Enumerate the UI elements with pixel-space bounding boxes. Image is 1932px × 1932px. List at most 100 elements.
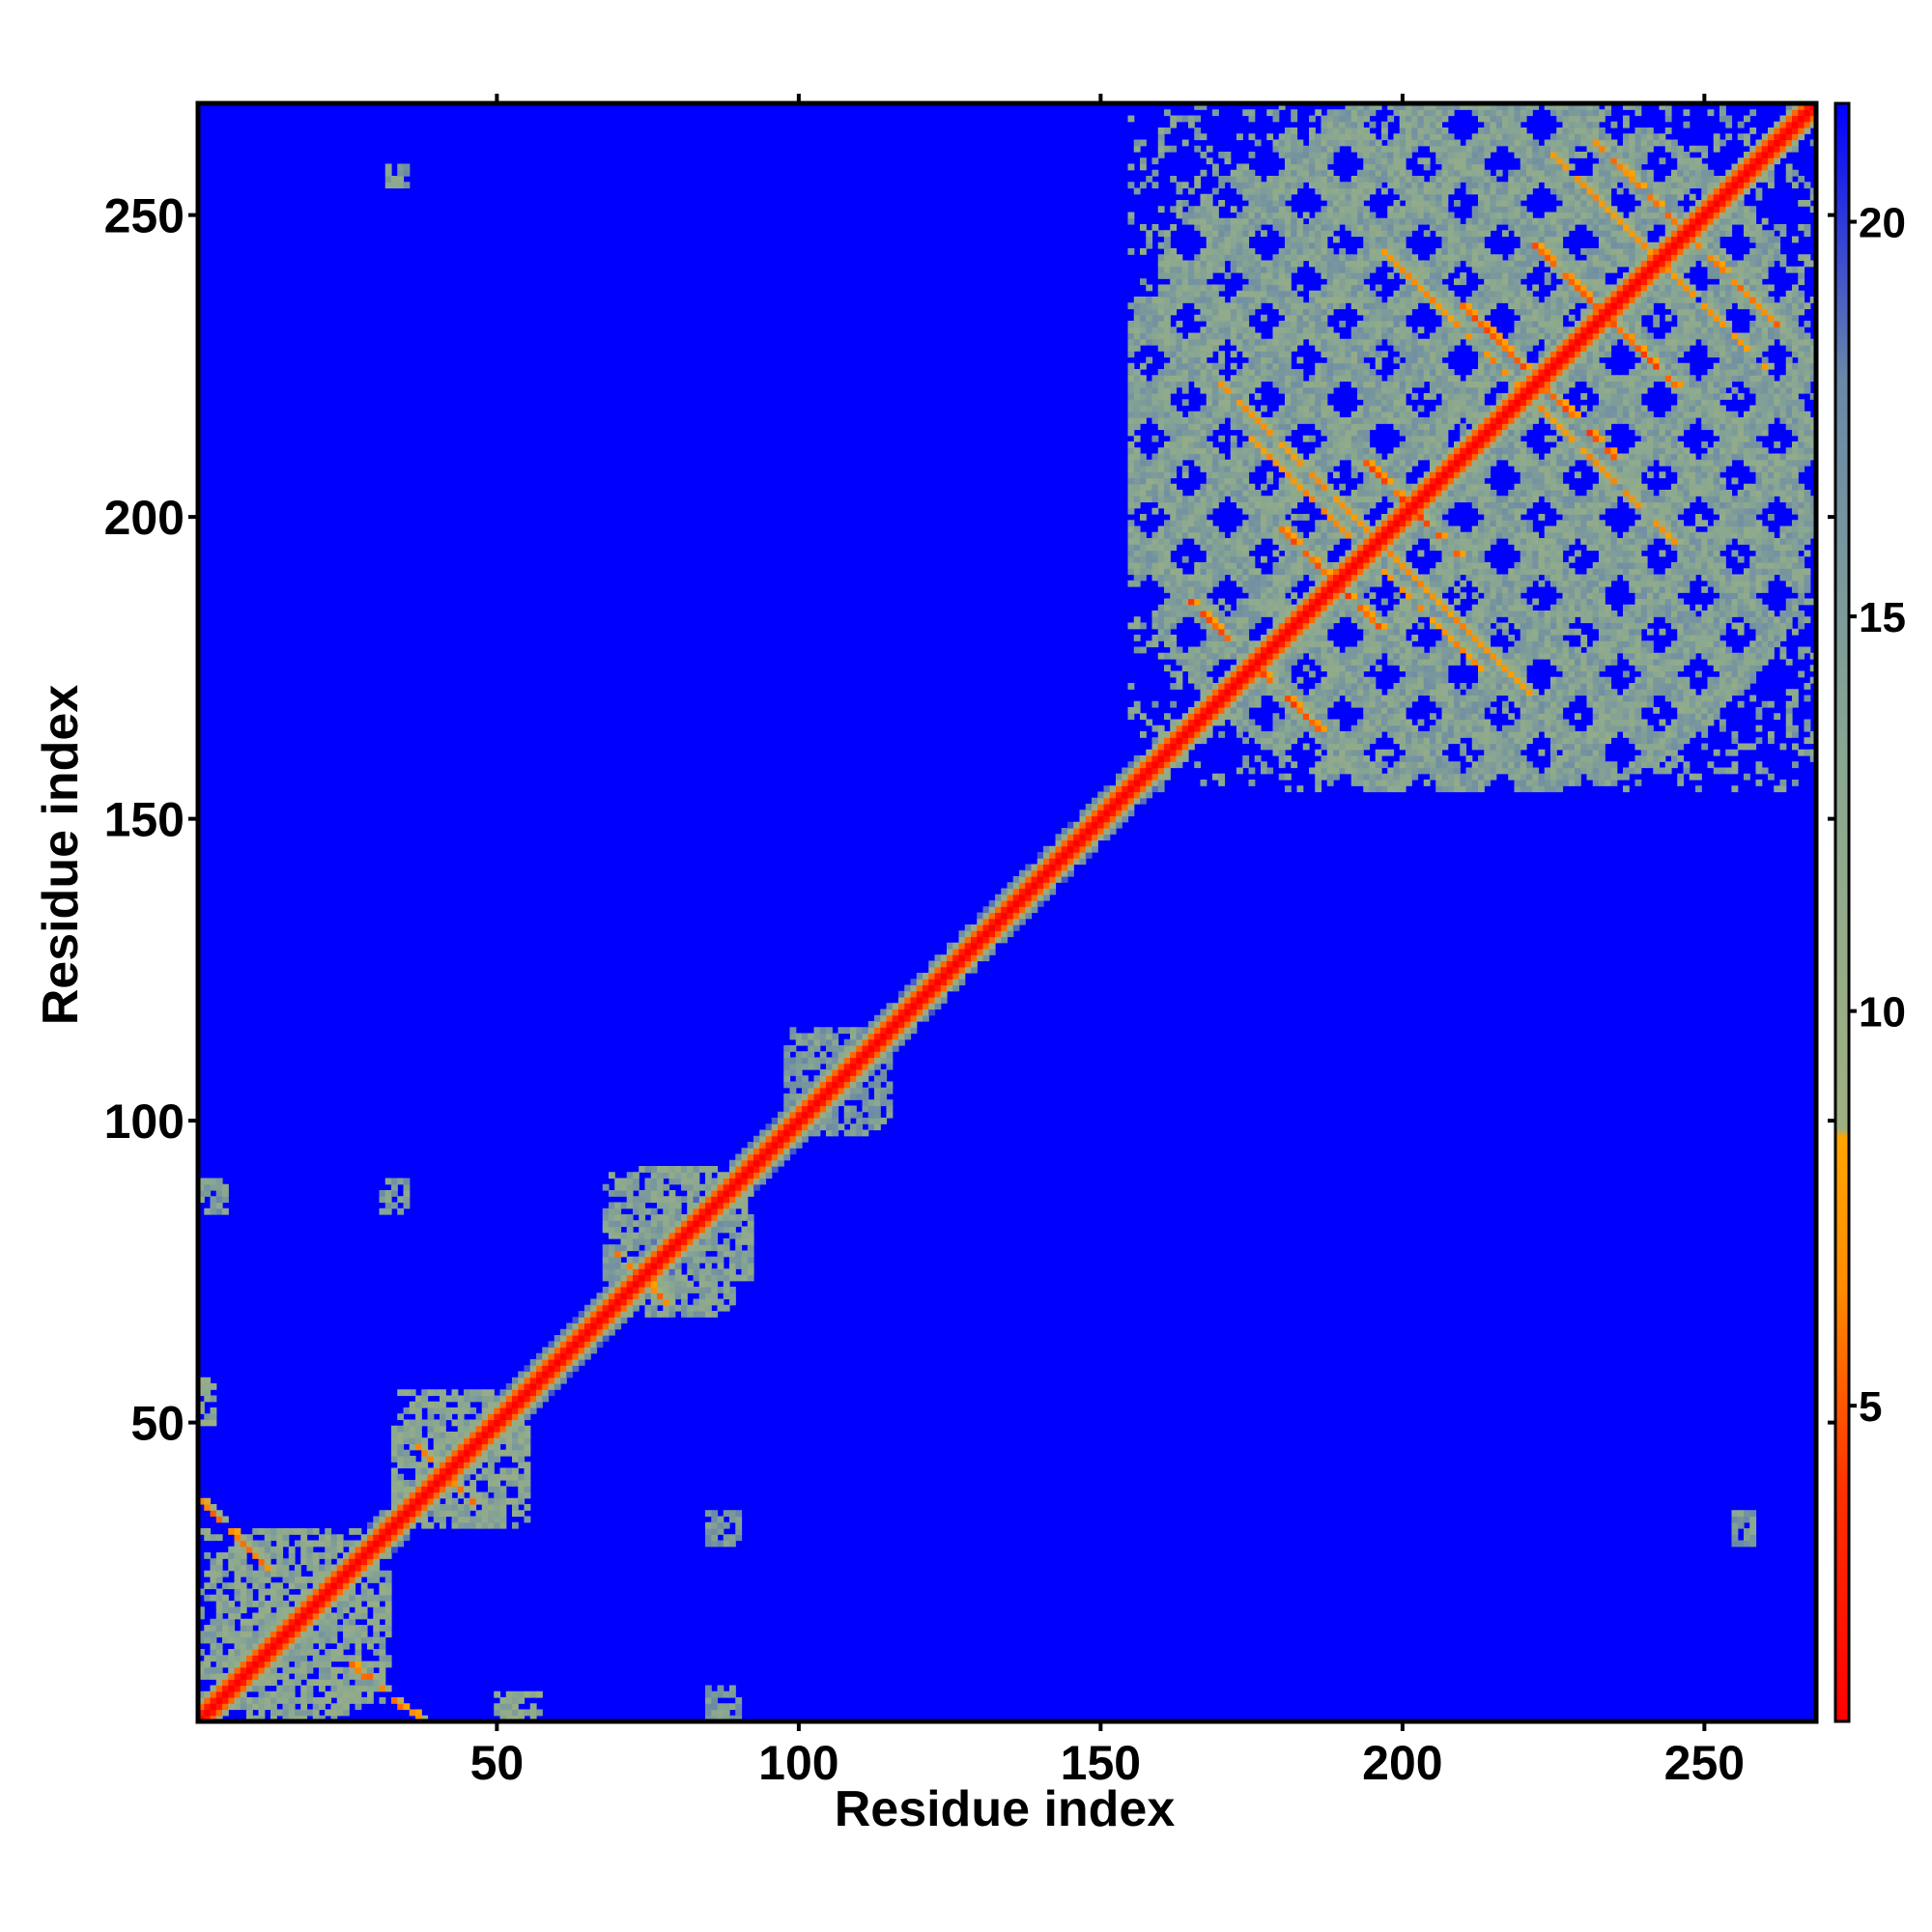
heatmap-cell: [711, 1311, 719, 1318]
heatmap-cell: [1157, 133, 1165, 141]
heatmap-cell: [1019, 876, 1026, 883]
heatmap-cell: [626, 1263, 634, 1269]
heatmap-cell: [923, 984, 929, 992]
heatmap-cell: [1254, 212, 1262, 219]
heatmap-cell: [1272, 356, 1280, 364]
heatmap-cell: [1242, 242, 1250, 249]
heatmap-cell: [934, 966, 942, 974]
heatmap-cell: [1079, 858, 1087, 866]
heatmap-cell: [783, 1148, 791, 1155]
heatmap-cell: [789, 1135, 797, 1143]
heatmap-cell: [373, 1606, 381, 1614]
heatmap-cell: [440, 1456, 446, 1463]
heatmap-cell: [288, 1552, 296, 1559]
heatmap-cell: [1266, 369, 1274, 376]
heatmap-cell: [596, 1341, 604, 1349]
heatmap-cell: [512, 1437, 519, 1445]
heatmap-cell: [747, 1142, 754, 1149]
heatmap-cell: [204, 1697, 212, 1704]
heatmap-cell: [698, 1311, 706, 1318]
heatmap-cell: [609, 1244, 615, 1252]
heatmap-cell: [427, 1401, 435, 1408]
heatmap-cell: [1272, 217, 1280, 225]
heatmap-cell: [415, 1715, 422, 1722]
heatmap-cell: [1164, 254, 1171, 262]
heatmap-cell: [765, 1159, 773, 1167]
heatmap-cell: [1248, 670, 1256, 678]
heatmap-cell: [1127, 423, 1135, 431]
heatmap-cell: [1230, 611, 1237, 617]
heatmap-cell: [1164, 737, 1171, 745]
heatmap-cell: [427, 1486, 435, 1493]
heatmap-cell: [373, 1558, 381, 1566]
heatmap-cell: [771, 1123, 779, 1131]
heatmap-cell: [923, 997, 929, 1004]
heatmap-cell: [198, 1673, 205, 1680]
heatmap-cell: [1261, 761, 1267, 769]
heatmap-cell: [1248, 466, 1256, 472]
heatmap-cell: [499, 1521, 507, 1529]
heatmap-cell: [373, 1685, 381, 1692]
heatmap-cell: [717, 1521, 724, 1529]
heatmap-cell: [343, 1636, 350, 1644]
heatmap-cell: [512, 1413, 519, 1421]
heatmap-cell: [1133, 700, 1141, 708]
heatmap-cell: [1140, 797, 1147, 805]
heatmap-cell: [1236, 683, 1243, 690]
heatmap-cell: [222, 1516, 229, 1523]
heatmap-cell: [1116, 797, 1122, 805]
heatmap-cell: [440, 1449, 446, 1457]
heatmap-cell: [802, 1087, 809, 1094]
heatmap-cell: [1200, 290, 1208, 298]
heatmap-cell: [880, 1033, 888, 1040]
heatmap-cell: [1194, 538, 1202, 545]
heatmap-cell: [1218, 676, 1226, 684]
heatmap-cell: [1291, 248, 1298, 255]
heatmap-cell: [711, 1697, 719, 1704]
heatmap-cell: [1230, 531, 1237, 539]
heatmap-cell: [1302, 544, 1310, 552]
heatmap-cell: [1206, 604, 1213, 611]
heatmap-cell: [1007, 882, 1014, 890]
heatmap-cell: [1291, 689, 1298, 696]
heatmap-cell: [674, 1202, 682, 1209]
heatmap-cell: [590, 1328, 598, 1336]
heatmap-cell: [204, 1703, 212, 1711]
heatmap-cell: [1236, 580, 1243, 587]
heatmap-cell: [222, 1183, 229, 1191]
heatmap-cell: [1001, 894, 1009, 901]
heatmap-cell: [1266, 278, 1274, 286]
heatmap-cell: [1133, 369, 1141, 376]
heatmap-cell: [729, 1220, 736, 1228]
heatmap-cell: [1061, 876, 1068, 883]
heatmap-cell: [1218, 689, 1226, 696]
heatmap-cell: [1176, 459, 1183, 467]
heatmap-cell: [1170, 526, 1178, 533]
heatmap-cell: [886, 1081, 894, 1089]
heatmap-cell: [693, 1263, 700, 1269]
heatmap-cell: [1248, 308, 1256, 316]
heatmap-cell: [1285, 417, 1292, 424]
heatmap-cell: [741, 1196, 749, 1204]
heatmap-cell: [1164, 441, 1171, 448]
heatmap-cell: [729, 1196, 736, 1204]
heatmap-cell: [783, 1153, 791, 1161]
heatmap-cell: [1309, 321, 1316, 327]
heatmap-cell: [1103, 791, 1111, 799]
heatmap-cell: [210, 1618, 217, 1626]
heatmap-cell: [1181, 453, 1189, 461]
heatmap-cell: [1218, 574, 1226, 582]
heatmap-cell: [1230, 466, 1237, 472]
heatmap-cell: [741, 1214, 749, 1221]
heatmap-cell: [1236, 598, 1243, 606]
heatmap-cell: [1309, 163, 1316, 171]
heatmap-cell: [1272, 302, 1280, 310]
heatmap-cell: [215, 1642, 223, 1650]
heatmap-cell: [295, 1661, 301, 1668]
heatmap-cell: [215, 1631, 223, 1638]
heatmap-cell: [1133, 466, 1141, 472]
heatmap-cell: [1151, 405, 1159, 412]
heatmap-cell: [614, 1214, 622, 1221]
heatmap-cell: [1296, 254, 1304, 262]
heatmap-cell: [717, 1298, 724, 1306]
